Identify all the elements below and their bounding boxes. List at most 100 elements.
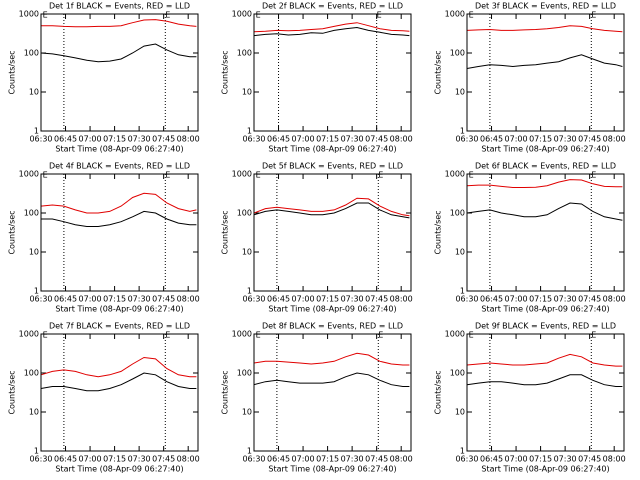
plot-frame — [253, 13, 412, 132]
plot-frame — [40, 333, 199, 452]
event-marker: E — [165, 171, 170, 180]
event-marker: E — [165, 331, 170, 340]
y-tick-label: 100 — [237, 49, 252, 58]
y-tick-label: 100 — [24, 369, 39, 378]
x-tick-label: 07:30 — [128, 135, 151, 144]
x-tick-label: 06:30 — [242, 455, 265, 464]
y-tick-label: 100 — [24, 209, 39, 218]
y-tick-label: 1 — [34, 447, 39, 456]
x-axis-label: Start Time (08-Apr-09 06:27:40) — [55, 465, 183, 474]
x-tick-label: 07:30 — [128, 455, 151, 464]
event-marker: E — [591, 171, 596, 180]
x-tick-label: 06:30 — [29, 295, 52, 304]
x-tick-label: 06:30 — [455, 295, 478, 304]
x-tick-label: 07:00 — [79, 295, 102, 304]
event-marker: E — [378, 331, 383, 340]
x-tick-label: 07:30 — [128, 295, 151, 304]
y-axis-label: Counts/sec — [8, 210, 17, 254]
series-line — [41, 210, 197, 227]
x-axis-label: Start Time (08-Apr-09 06:27:40) — [268, 305, 396, 314]
x-tick-label: 06:45 — [267, 295, 290, 304]
x-tick-label: 07:00 — [292, 295, 315, 304]
y-axis-label: Counts/sec — [8, 50, 17, 94]
y-tick-label: 1000 — [445, 10, 465, 19]
event-marker: E — [43, 171, 48, 180]
y-tick-label: 1000 — [232, 10, 252, 19]
series-line — [253, 202, 410, 219]
event-marker: E — [256, 331, 261, 340]
panel: Det 2f BLACK = Events, RED = LLD 1 10 100 10… — [221, 2, 413, 154]
panel: Det 8f BLACK = Events, RED = LLD 1 10 100 10… — [221, 322, 413, 474]
y-tick-label: 1000 — [232, 330, 252, 339]
event-marker: E — [256, 171, 261, 180]
x-axis-label: Start Time (08-Apr-09 06:27:40) — [481, 145, 609, 154]
y-tick-label: 1000 — [445, 330, 465, 339]
plot-frame — [253, 173, 412, 292]
y-tick-label: 100 — [450, 209, 465, 218]
y-tick-label: 1000 — [19, 330, 39, 339]
y-tick-label: 100 — [450, 49, 465, 58]
y-axis-label: Counts/sec — [221, 370, 230, 414]
y-axis-label: Counts/sec — [434, 210, 443, 254]
panel: Det 7f BLACK = Events, RED = LLD 1 10 100 10… — [8, 322, 200, 474]
event-marker: E — [469, 11, 474, 20]
plot-frame — [466, 173, 625, 292]
y-tick-label: 10 — [455, 88, 465, 97]
x-tick-label: 07:15 — [529, 295, 552, 304]
x-tick-label: 06:45 — [54, 135, 77, 144]
y-axis-label: Counts/sec — [434, 370, 443, 414]
x-tick-label: 06:45 — [54, 455, 77, 464]
chart-title: Det 8f BLACK = Events, RED = LLD — [262, 322, 403, 331]
x-tick-label: 08:00 — [177, 295, 200, 304]
x-tick-label: 06:30 — [29, 135, 52, 144]
y-tick-label: 10 — [242, 248, 252, 257]
x-tick-label: 07:45 — [152, 295, 175, 304]
y-tick-label: 1 — [34, 127, 39, 136]
x-tick-label: 07:30 — [554, 295, 577, 304]
chart-title: Det 9f BLACK = Events, RED = LLD — [475, 322, 616, 331]
series-line — [253, 352, 410, 366]
x-tick-label: 07:45 — [578, 135, 601, 144]
series-line — [40, 192, 197, 214]
series-line — [253, 22, 410, 33]
series-line — [41, 19, 197, 28]
x-tick-label: 07:45 — [578, 455, 601, 464]
x-tick-label: 06:30 — [29, 455, 52, 464]
event-marker: E — [377, 11, 382, 20]
plot-frame — [253, 333, 412, 452]
series-line — [466, 202, 623, 221]
panel: Det 4f BLACK = Events, RED = LLD 1 10 100 10… — [8, 162, 200, 314]
x-tick-label: 08:00 — [390, 135, 413, 144]
series-line — [466, 374, 623, 387]
y-tick-label: 100 — [237, 369, 252, 378]
x-tick-label: 07:45 — [365, 135, 388, 144]
x-axis-label: Start Time (08-Apr-09 06:27:40) — [268, 465, 396, 474]
x-tick-label: 06:45 — [480, 455, 503, 464]
series-line — [466, 54, 623, 69]
x-tick-label: 07:15 — [529, 455, 552, 464]
y-axis-label: Counts/sec — [221, 50, 230, 94]
chart-title: Det 5f BLACK = Events, RED = LLD — [262, 162, 403, 171]
x-tick-label: 07:45 — [152, 455, 175, 464]
x-tick-label: 07:45 — [365, 455, 388, 464]
x-tick-label: 07:00 — [79, 135, 102, 144]
y-tick-label: 100 — [237, 209, 252, 218]
y-tick-label: 1000 — [19, 170, 39, 179]
y-tick-label: 1 — [247, 287, 252, 296]
plot-frame — [466, 13, 625, 132]
y-tick-label: 100 — [450, 369, 465, 378]
x-tick-label: 07:30 — [554, 455, 577, 464]
y-tick-label: 1 — [460, 447, 465, 456]
x-tick-label: 06:45 — [267, 135, 290, 144]
series-line — [466, 179, 623, 188]
series-line — [253, 26, 410, 37]
event-marker: E — [469, 331, 474, 340]
panel: Det 6f BLACK = Events, RED = LLD 1 10 100 10… — [434, 162, 626, 314]
x-tick-label: 06:45 — [480, 295, 503, 304]
x-tick-label: 07:30 — [341, 295, 364, 304]
y-tick-label: 1000 — [445, 170, 465, 179]
y-tick-label: 1000 — [232, 170, 252, 179]
y-tick-label: 1 — [460, 287, 465, 296]
event-marker: E — [378, 171, 383, 180]
